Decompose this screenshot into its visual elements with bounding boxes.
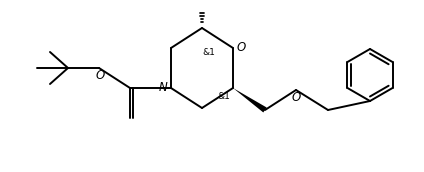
Polygon shape xyxy=(233,88,267,112)
Text: O: O xyxy=(236,40,245,53)
Text: N: N xyxy=(159,80,167,94)
Text: O: O xyxy=(291,90,301,104)
Text: &1: &1 xyxy=(203,47,215,56)
Text: &1: &1 xyxy=(218,92,230,100)
Text: O: O xyxy=(95,68,105,82)
